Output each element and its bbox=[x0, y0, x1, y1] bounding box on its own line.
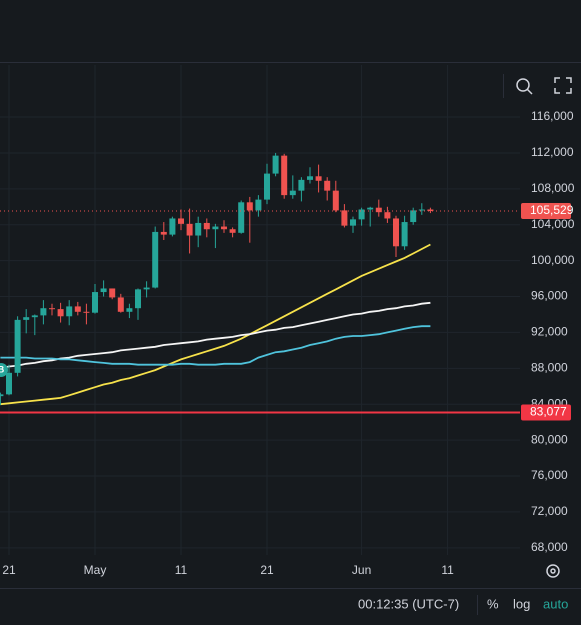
candle-body bbox=[324, 180, 331, 191]
y-tick-label: 68,000 bbox=[531, 540, 568, 554]
candle-body bbox=[40, 308, 47, 316]
candle-body bbox=[203, 222, 210, 230]
candle-body bbox=[229, 229, 236, 233]
candle-body bbox=[281, 155, 288, 196]
alert-tag bbox=[521, 404, 571, 421]
candle-body bbox=[178, 218, 184, 224]
candle-body bbox=[238, 202, 245, 233]
auto-toggle[interactable]: auto bbox=[543, 596, 568, 611]
last-price-tag bbox=[521, 203, 571, 220]
candle-body bbox=[6, 372, 12, 395]
log-toggle[interactable]: log bbox=[513, 596, 530, 611]
candle-body bbox=[186, 223, 193, 236]
moving-average-line bbox=[0, 243, 431, 406]
candle-body bbox=[31, 315, 38, 318]
candle-body bbox=[246, 202, 253, 211]
candle-body bbox=[350, 219, 356, 226]
candle-body bbox=[14, 319, 21, 373]
candle-body bbox=[315, 176, 322, 181]
candle-body bbox=[289, 190, 296, 196]
candle-body bbox=[0, 394, 4, 397]
candle-body bbox=[135, 289, 141, 309]
candle-body bbox=[109, 288, 116, 298]
candle-body bbox=[401, 222, 408, 247]
buy-marker-label: B bbox=[0, 364, 5, 374]
candle-body bbox=[384, 212, 391, 219]
plot-area: 68,00072,00076,00080,00084,00088,00092,0… bbox=[0, 65, 575, 577]
moving-average-line bbox=[0, 325, 431, 366]
y-tick-label: 116,000 bbox=[531, 109, 574, 123]
candle-body bbox=[358, 209, 365, 220]
candle-body bbox=[212, 226, 219, 230]
percent-toggle[interactable]: % bbox=[487, 596, 499, 611]
y-tick-label: 96,000 bbox=[531, 289, 568, 303]
candle-body bbox=[49, 308, 55, 310]
y-tick-label: 88,000 bbox=[531, 361, 568, 375]
candle-body bbox=[298, 179, 305, 191]
y-tick-label: 76,000 bbox=[531, 468, 568, 482]
candle-body bbox=[307, 176, 313, 180]
candle-body bbox=[126, 308, 133, 312]
x-tick-label: Jun bbox=[352, 563, 371, 577]
candle-body bbox=[375, 207, 382, 213]
y-tick-label: 72,000 bbox=[531, 504, 568, 518]
candle-body bbox=[160, 231, 167, 235]
candle-body bbox=[117, 297, 124, 312]
candle-body bbox=[66, 306, 73, 317]
candle-body bbox=[195, 222, 202, 236]
candle-body bbox=[393, 218, 399, 247]
x-tick-label: 11 bbox=[175, 563, 188, 577]
y-tick-label: 108,000 bbox=[531, 181, 575, 195]
candle-body bbox=[264, 173, 270, 200]
x-tick-label: 21 bbox=[260, 563, 274, 577]
last-price-label: 105,529 bbox=[530, 203, 574, 217]
candle-body bbox=[143, 287, 150, 290]
candle-body bbox=[255, 199, 262, 211]
candle-body bbox=[74, 306, 81, 312]
candle-body bbox=[221, 226, 227, 230]
candle-body bbox=[152, 231, 159, 288]
candle-body bbox=[410, 210, 417, 223]
candle-body bbox=[92, 292, 98, 313]
y-tick-label: 112,000 bbox=[531, 145, 574, 159]
candle-body bbox=[169, 218, 176, 235]
y-tick-label: 100,000 bbox=[531, 253, 575, 267]
clock: 00:12:35 (UTC-7) bbox=[358, 596, 459, 611]
y-tick-label: 80,000 bbox=[531, 432, 568, 446]
y-tick-label: 104,000 bbox=[531, 217, 575, 231]
candle-body bbox=[418, 209, 425, 211]
fullscreen-icon[interactable] bbox=[554, 77, 572, 94]
candle-body bbox=[83, 311, 90, 313]
settings-icon[interactable] bbox=[546, 564, 560, 578]
candle-body bbox=[57, 309, 64, 317]
y-tick-label: 92,000 bbox=[531, 325, 568, 339]
zoom-icon[interactable] bbox=[516, 78, 533, 95]
x-tick-label: May bbox=[84, 563, 107, 577]
buy-marker bbox=[0, 363, 8, 377]
moving-average-line bbox=[0, 301, 431, 370]
candle-body bbox=[100, 288, 107, 293]
candle-body bbox=[427, 209, 434, 212]
x-tick-label: 11 bbox=[441, 563, 454, 577]
candle-body bbox=[23, 317, 30, 320]
candle-body bbox=[367, 207, 374, 210]
candle-body bbox=[332, 190, 339, 211]
x-tick-label: 21 bbox=[2, 563, 16, 577]
candle-body bbox=[272, 155, 279, 174]
candle-body bbox=[341, 210, 348, 226]
alert-label: 83,077 bbox=[530, 405, 567, 419]
